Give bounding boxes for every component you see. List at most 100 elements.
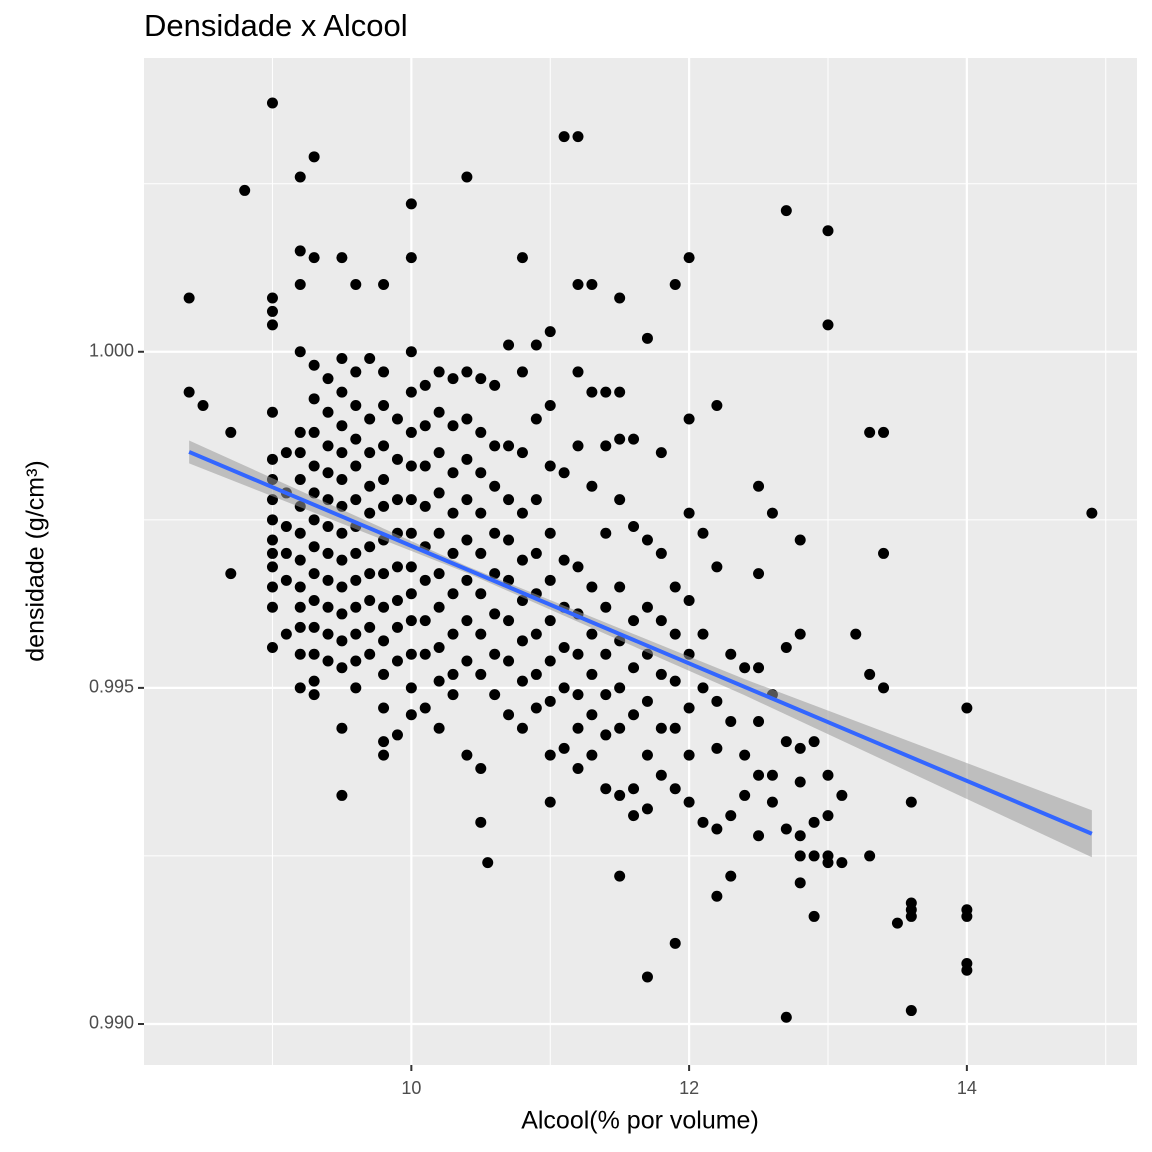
data-point xyxy=(405,682,417,694)
data-point xyxy=(336,789,348,801)
data-point xyxy=(655,547,667,559)
data-point xyxy=(294,682,306,694)
data-point xyxy=(669,937,681,949)
data-point xyxy=(753,480,765,492)
data-point xyxy=(530,702,542,714)
data-point xyxy=(641,534,653,546)
data-point xyxy=(683,796,695,808)
data-point xyxy=(280,521,292,533)
data-point xyxy=(697,628,709,640)
data-point xyxy=(655,722,667,734)
data-point xyxy=(405,648,417,660)
data-point xyxy=(544,527,556,539)
data-point xyxy=(753,830,765,842)
data-point xyxy=(725,870,737,882)
data-point xyxy=(405,198,417,210)
data-point xyxy=(433,601,445,613)
data-point xyxy=(753,662,765,674)
data-point xyxy=(572,648,584,660)
data-point xyxy=(378,668,390,680)
data-point xyxy=(183,386,195,398)
data-point xyxy=(294,426,306,438)
data-point xyxy=(322,628,334,640)
data-point xyxy=(322,521,334,533)
data-point xyxy=(266,547,278,559)
data-point xyxy=(391,621,403,633)
data-point xyxy=(294,554,306,566)
data-point xyxy=(308,514,320,526)
x-tick-label: 10 xyxy=(401,1078,421,1098)
data-point xyxy=(503,339,515,351)
data-point xyxy=(572,366,584,378)
data-point xyxy=(600,689,612,701)
data-point xyxy=(614,433,626,445)
data-point xyxy=(350,279,362,291)
data-point xyxy=(780,1011,792,1023)
data-point xyxy=(336,722,348,734)
data-point xyxy=(225,426,237,438)
data-point xyxy=(391,655,403,667)
data-point xyxy=(530,494,542,506)
data-point xyxy=(419,460,431,472)
data-point xyxy=(475,373,487,385)
data-point xyxy=(266,534,278,546)
data-point xyxy=(419,648,431,660)
data-point xyxy=(794,776,806,788)
data-point xyxy=(378,366,390,378)
data-point xyxy=(794,628,806,640)
data-point xyxy=(614,494,626,506)
data-point xyxy=(475,816,487,828)
data-point xyxy=(780,823,792,835)
data-point xyxy=(239,184,251,196)
data-point xyxy=(419,615,431,627)
data-point xyxy=(530,668,542,680)
data-point xyxy=(586,668,598,680)
data-point xyxy=(711,823,723,835)
data-point xyxy=(864,426,876,438)
data-point xyxy=(600,440,612,452)
data-point xyxy=(364,507,376,519)
data-point xyxy=(878,682,890,694)
data-point xyxy=(405,527,417,539)
data-point xyxy=(364,594,376,606)
x-axis-label: Alcool(% por volume) xyxy=(521,1107,759,1135)
data-point xyxy=(280,447,292,459)
data-point xyxy=(725,648,737,660)
data-point xyxy=(475,628,487,640)
data-point xyxy=(961,910,973,922)
data-point xyxy=(628,521,640,533)
data-point xyxy=(753,568,765,580)
data-point xyxy=(600,729,612,741)
data-point xyxy=(447,467,459,479)
x-tick-label: 12 xyxy=(679,1078,699,1098)
data-point xyxy=(558,554,570,566)
data-point xyxy=(614,682,626,694)
data-point xyxy=(683,413,695,425)
data-point xyxy=(364,480,376,492)
data-point xyxy=(447,373,459,385)
data-point xyxy=(864,850,876,862)
data-point xyxy=(405,346,417,358)
data-point xyxy=(516,252,528,264)
data-point xyxy=(391,453,403,465)
data-point xyxy=(447,689,459,701)
data-point xyxy=(447,420,459,432)
data-point xyxy=(766,769,778,781)
data-point xyxy=(364,447,376,459)
data-point xyxy=(669,628,681,640)
data-point xyxy=(433,568,445,580)
data-point xyxy=(822,850,834,862)
data-point xyxy=(461,453,473,465)
data-point xyxy=(586,628,598,640)
data-point xyxy=(461,615,473,627)
chart-title: Densidade x Alcool xyxy=(144,8,408,43)
data-point xyxy=(614,789,626,801)
data-point xyxy=(378,279,390,291)
data-point xyxy=(669,783,681,795)
data-point xyxy=(905,910,917,922)
data-point xyxy=(655,668,667,680)
data-point xyxy=(475,426,487,438)
data-point xyxy=(336,662,348,674)
data-point xyxy=(544,326,556,338)
data-point xyxy=(378,749,390,761)
